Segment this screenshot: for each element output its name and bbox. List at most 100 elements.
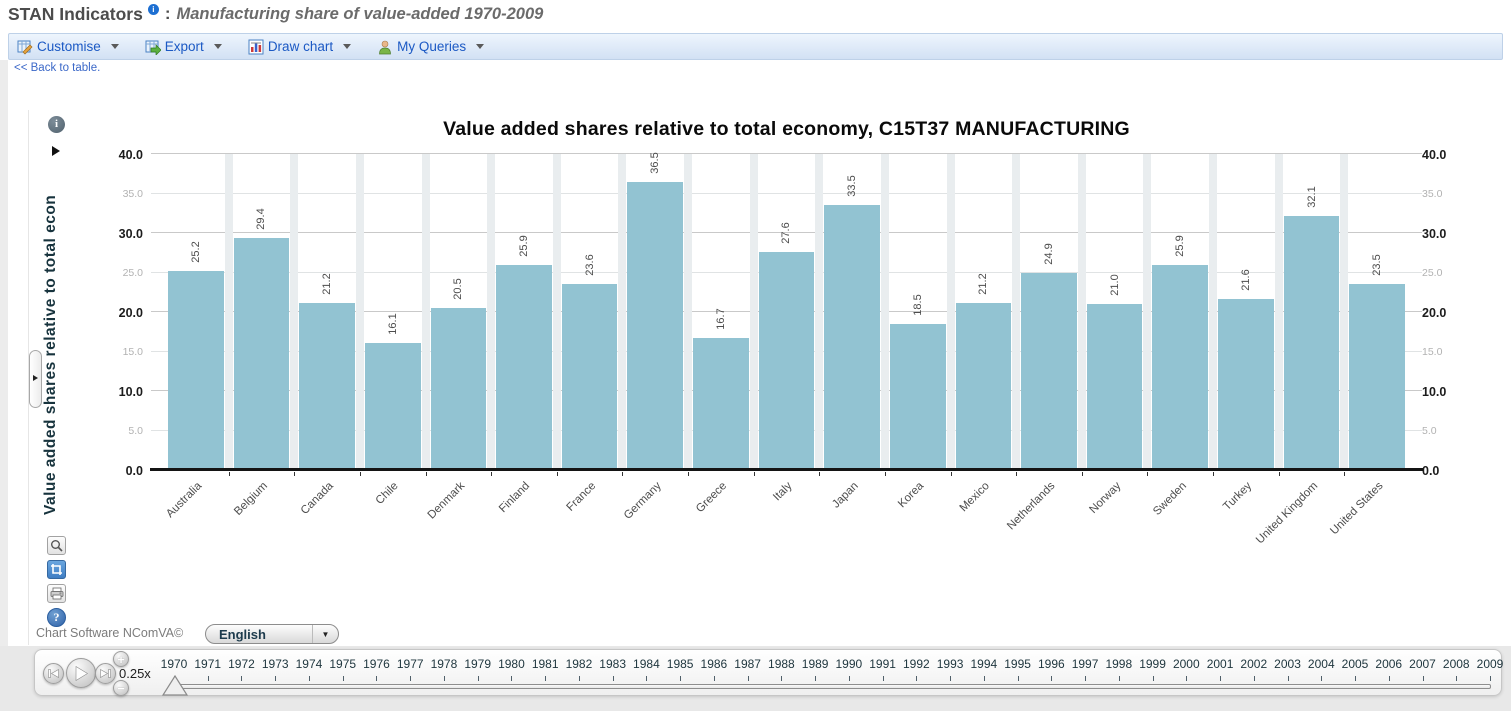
- year-tick: [477, 676, 479, 681]
- y-axis-label: 0.0: [1422, 464, 1440, 478]
- minus-icon: −: [117, 680, 125, 696]
- page-title: STAN Indicators: [8, 4, 143, 24]
- year-label: 1981: [531, 657, 559, 671]
- column-separator-band: [815, 154, 824, 470]
- collapse-panel-handle[interactable]: [29, 350, 42, 408]
- bar[interactable]: [561, 283, 618, 470]
- speed-down-button[interactable]: −: [113, 680, 129, 696]
- bar[interactable]: [889, 323, 946, 470]
- timeline-slider-handle[interactable]: [161, 674, 189, 701]
- step-back-button[interactable]: [43, 663, 64, 684]
- chevron-down-icon: ▼: [321, 629, 330, 639]
- help-icon: ?: [53, 610, 60, 624]
- bar[interactable]: [1349, 284, 1405, 470]
- step-forward-button[interactable]: [95, 663, 116, 684]
- year-label: 1987: [734, 657, 761, 671]
- toolbar-item-export[interactable]: Export: [145, 39, 222, 56]
- print-button[interactable]: [47, 584, 66, 603]
- bar-slot: 25.9 Sweden: [1147, 154, 1213, 518]
- x-axis-tick: [950, 472, 952, 476]
- column-separator-band: [1209, 154, 1218, 470]
- x-axis-tick: [1081, 472, 1083, 476]
- year-tick: [1051, 676, 1053, 681]
- language-dropdown-button[interactable]: ▼: [312, 625, 338, 643]
- chevron-down-icon[interactable]: [476, 44, 485, 49]
- column-separator-band: [684, 154, 693, 470]
- toolbar-item-my-queries[interactable]: My Queries: [377, 39, 485, 55]
- year-tick: [713, 676, 715, 681]
- year-label: 1976: [363, 657, 390, 671]
- year-tick: [1456, 676, 1458, 681]
- export-icon: [145, 39, 162, 56]
- x-axis-tick: [1344, 472, 1346, 476]
- year-label: 1983: [599, 657, 626, 671]
- bar[interactable]: [1218, 299, 1274, 470]
- language-selector[interactable]: English ▼: [205, 624, 339, 644]
- toolbar-item-customise[interactable]: Customise: [17, 39, 119, 55]
- x-axis-tick: [1147, 472, 1149, 476]
- toolbar-item-label: Customise: [37, 39, 101, 54]
- bar[interactable]: [1152, 265, 1209, 470]
- bar-slot: 27.6 Italy: [753, 154, 820, 503]
- magnifier-icon: [51, 540, 63, 552]
- year-tick: [1118, 676, 1120, 681]
- toolbar-item-draw-chart[interactable]: Draw chart: [248, 39, 352, 55]
- left-edge-strip: [0, 60, 8, 711]
- year-tick: [1152, 676, 1154, 681]
- year-tick: [545, 676, 547, 681]
- bar[interactable]: [824, 205, 880, 470]
- year-label: 2005: [1341, 657, 1369, 671]
- bar[interactable]: [496, 265, 552, 470]
- year-tick: [1388, 676, 1390, 681]
- x-axis-tick: [556, 472, 558, 476]
- speed-up-button[interactable]: +: [113, 651, 129, 667]
- year-label: 1997: [1071, 657, 1099, 671]
- bar[interactable]: [955, 302, 1012, 470]
- year-label: 1974: [295, 657, 323, 671]
- year-tick: [275, 676, 277, 681]
- bar[interactable]: [233, 237, 290, 470]
- x-axis-line: [150, 468, 1423, 471]
- x-axis-tick: [228, 472, 230, 476]
- bar[interactable]: [1021, 273, 1077, 470]
- year-tick: [747, 676, 749, 681]
- zoom-tool-button[interactable]: [47, 536, 66, 555]
- y-axis-label: 40.0: [1422, 148, 1447, 162]
- back-to-table-link[interactable]: << Back to table.: [14, 62, 101, 74]
- bar[interactable]: [693, 338, 749, 470]
- x-axis-label: Japan: [829, 480, 861, 511]
- year-tick: [241, 676, 243, 681]
- year-label: 1994: [970, 657, 998, 671]
- bar[interactable]: [430, 308, 487, 470]
- expand-arrow-icon[interactable]: [52, 146, 60, 156]
- bar[interactable]: [758, 251, 815, 470]
- step-back-icon: [48, 669, 59, 678]
- bar[interactable]: [1086, 304, 1143, 470]
- select-region-button[interactable]: [47, 560, 66, 579]
- bar[interactable]: [299, 302, 355, 470]
- timeline-track[interactable]: [169, 684, 1491, 689]
- chevron-down-icon[interactable]: [110, 44, 119, 49]
- chevron-down-icon[interactable]: [213, 44, 222, 49]
- bar[interactable]: [1283, 216, 1340, 470]
- help-button[interactable]: ?: [47, 608, 66, 627]
- bar-value-label: 25.2: [189, 241, 202, 263]
- info-icon[interactable]: i: [147, 4, 159, 15]
- x-axis-label: Netherlands: [1005, 480, 1058, 533]
- expand-arrow-icon: [33, 375, 38, 381]
- play-button[interactable]: [66, 658, 96, 688]
- bar-value-label: 25.9: [517, 235, 530, 258]
- bar-slot: 32.1 United Kingdom: [1254, 154, 1345, 546]
- bar[interactable]: [627, 181, 684, 470]
- column-separator-band: [421, 154, 430, 470]
- bar[interactable]: [168, 270, 224, 470]
- y-axis-label: 35.0: [1422, 187, 1443, 200]
- bar-value-label: 21.2: [977, 272, 990, 295]
- chart-info-icon[interactable]: i: [48, 116, 65, 133]
- chevron-down-icon[interactable]: [343, 44, 352, 49]
- customise-icon: [17, 39, 33, 55]
- bar[interactable]: [364, 342, 421, 470]
- year-tick: [1186, 676, 1188, 681]
- y-axis-label: 25.0: [1422, 266, 1443, 279]
- column-separator-band: [552, 154, 561, 470]
